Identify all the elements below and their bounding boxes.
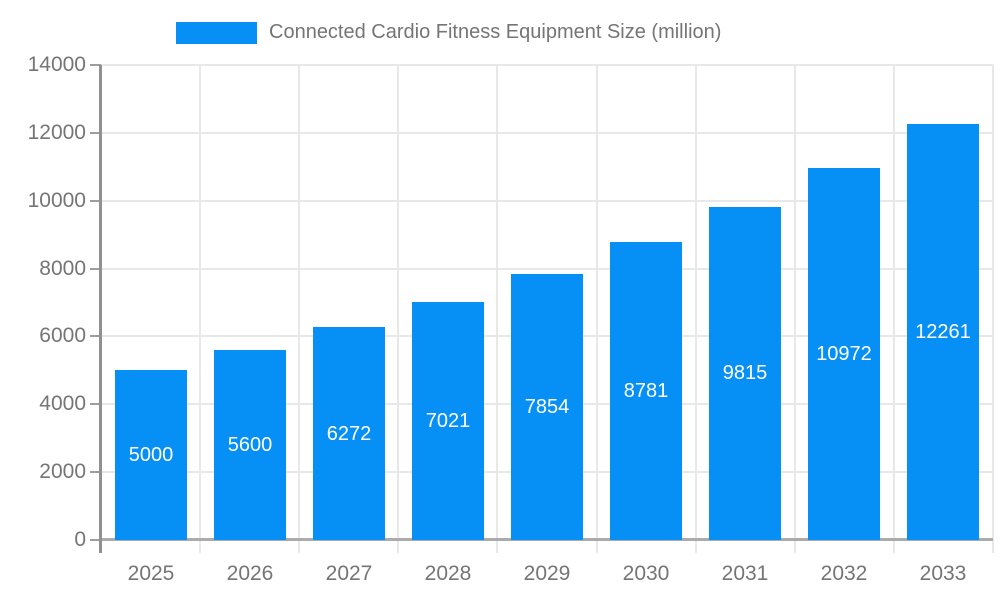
x-tick-label: 2026 bbox=[226, 562, 274, 585]
x-gridline bbox=[199, 65, 201, 553]
y-tick-mark bbox=[90, 335, 101, 337]
bar-value-label: 12261 bbox=[915, 321, 971, 343]
x-tick-label: 2030 bbox=[622, 562, 670, 585]
y-tick-label: 2000 bbox=[39, 460, 86, 483]
y-tick-label: 4000 bbox=[39, 392, 86, 415]
legend-swatch bbox=[176, 21, 257, 44]
bar bbox=[115, 370, 187, 540]
bar bbox=[610, 242, 682, 540]
x-tick-label: 2031 bbox=[721, 562, 769, 585]
y-tick-mark bbox=[90, 268, 101, 270]
bar bbox=[313, 327, 385, 540]
legend-label: Connected Cardio Fitness Equipment Size … bbox=[269, 21, 722, 43]
bar bbox=[808, 168, 880, 540]
legend: Connected Cardio Fitness Equipment Size … bbox=[176, 21, 721, 44]
bar bbox=[907, 124, 979, 540]
bar bbox=[214, 350, 286, 540]
y-tick-mark bbox=[90, 539, 101, 541]
x-tick-label: 2033 bbox=[919, 562, 967, 585]
bar bbox=[412, 302, 484, 540]
x-gridline bbox=[992, 65, 994, 553]
x-gridline bbox=[695, 65, 697, 553]
bar-value-label: 8781 bbox=[623, 380, 669, 402]
bar-value-label: 7854 bbox=[524, 396, 570, 418]
y-tick-label: 10000 bbox=[27, 189, 86, 212]
y-gridline bbox=[101, 200, 993, 202]
x-gridline bbox=[496, 65, 498, 553]
y-axis-line bbox=[99, 65, 102, 553]
y-tick-label: 8000 bbox=[39, 257, 86, 280]
y-tick-label: 6000 bbox=[39, 324, 86, 347]
x-gridline bbox=[893, 65, 895, 553]
x-gridline bbox=[397, 65, 399, 553]
bar bbox=[709, 207, 781, 540]
y-tick-mark bbox=[90, 471, 101, 473]
x-gridline bbox=[298, 65, 300, 553]
y-tick-mark bbox=[90, 200, 101, 202]
x-gridline bbox=[596, 65, 598, 553]
x-tick-label: 2029 bbox=[523, 562, 571, 585]
y-gridline bbox=[101, 132, 993, 134]
y-tick-label: 0 bbox=[74, 528, 86, 551]
x-gridline bbox=[794, 65, 796, 553]
x-tick-label: 2032 bbox=[820, 562, 868, 585]
bar-value-label: 7021 bbox=[425, 410, 471, 432]
bar bbox=[511, 274, 583, 540]
y-tick-mark bbox=[90, 132, 101, 134]
y-tick-mark bbox=[90, 403, 101, 405]
bar-value-label: 9815 bbox=[722, 362, 768, 384]
y-tick-mark bbox=[90, 64, 101, 66]
x-tick-label: 2027 bbox=[325, 562, 373, 585]
bar-value-label: 10972 bbox=[816, 343, 872, 365]
x-tick-label: 2028 bbox=[424, 562, 472, 585]
x-tick-label: 2025 bbox=[127, 562, 175, 585]
bar-value-label: 5600 bbox=[227, 434, 273, 456]
bar-value-label: 5000 bbox=[128, 444, 174, 466]
y-gridline bbox=[101, 64, 993, 66]
y-tick-label: 12000 bbox=[27, 121, 86, 144]
bar-value-label: 6272 bbox=[326, 423, 372, 445]
y-tick-label: 14000 bbox=[27, 53, 86, 76]
y-gridline bbox=[101, 268, 993, 270]
